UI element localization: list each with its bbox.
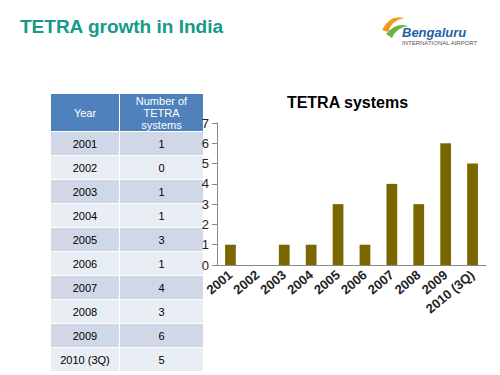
html-text:1: 1: [158, 257, 165, 270]
svg-text:2006: 2006: [338, 267, 370, 297]
html-text:5: 5: [158, 353, 165, 366]
svg-text:2010 (3Q): 2010 (3Q): [423, 267, 477, 316]
html-text:2001: 2001: [72, 137, 98, 150]
html-text:2007: 2007: [72, 281, 98, 294]
svg-text:TETRA systems: TETRA systems: [287, 94, 408, 111]
html-text:1: 1: [158, 185, 165, 198]
svg-text:Bengaluru: Bengaluru: [402, 25, 466, 40]
svg-text:1: 1: [202, 237, 209, 252]
svg-text:3: 3: [202, 197, 209, 212]
html-text:2004: 2004: [72, 209, 98, 222]
html-text:2010 (3Q): 2010 (3Q): [60, 353, 110, 366]
html-text:2002: 2002: [72, 161, 98, 174]
html-text:Year: Year: [73, 106, 97, 119]
html-text:3: 3: [158, 233, 165, 246]
html-text:2008: 2008: [72, 305, 98, 318]
html-text:2006: 2006: [72, 257, 98, 270]
svg-text:7: 7: [202, 116, 209, 131]
html-text:Number of TETRA systems: Number of TETRA systems: [135, 94, 188, 131]
html-text:1: 1: [158, 137, 165, 150]
svg-text:2005: 2005: [311, 267, 343, 297]
html-text:2005: 2005: [72, 233, 98, 246]
svg-text:INTERNATIONAL AIRPORT: INTERNATIONAL AIRPORT: [402, 40, 478, 46]
svg-text:2004: 2004: [284, 267, 316, 298]
svg-text:2003: 2003: [257, 267, 289, 297]
svg-text:0: 0: [202, 258, 209, 273]
html-text:TETRA growth in India: TETRA growth in India: [20, 16, 223, 37]
html-text:4: 4: [158, 281, 165, 294]
svg-text:5: 5: [202, 156, 209, 171]
svg-text:2002: 2002: [230, 267, 262, 297]
svg-text:2001: 2001: [203, 267, 235, 297]
html-text:2003: 2003: [72, 185, 98, 198]
svg-text:6: 6: [202, 136, 209, 151]
html-text:6: 6: [158, 329, 165, 342]
svg-text:4: 4: [202, 176, 209, 191]
html-text:0: 0: [158, 161, 165, 174]
svg-text:2009: 2009: [418, 267, 451, 298]
svg-text:2008: 2008: [392, 267, 424, 297]
html-text:2009: 2009: [72, 329, 98, 342]
html-text:1: 1: [158, 209, 165, 222]
html-text:3: 3: [158, 305, 165, 318]
svg-text:2007: 2007: [365, 267, 397, 297]
svg-text:2: 2: [202, 217, 209, 232]
